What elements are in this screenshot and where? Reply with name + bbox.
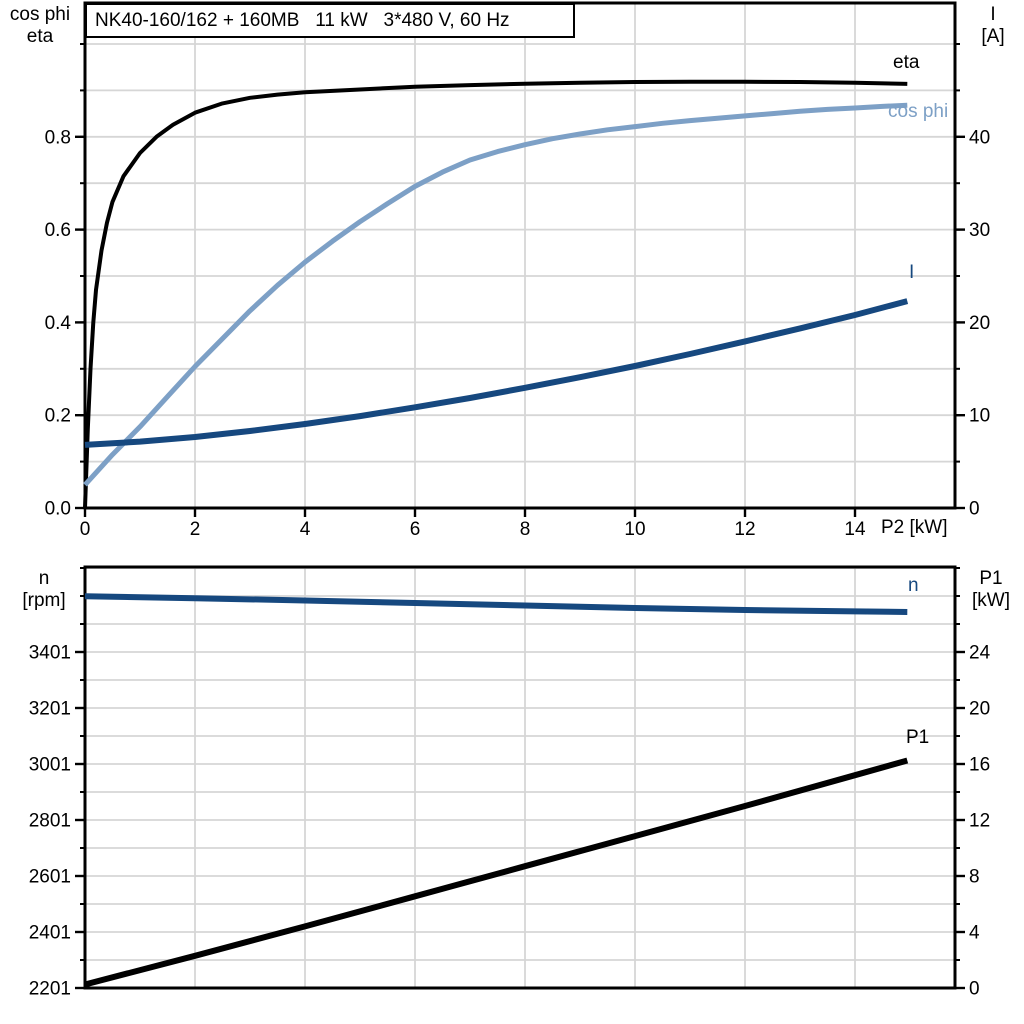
right-tick-label: 4 <box>969 923 980 944</box>
x-tick-label: 8 <box>520 519 531 540</box>
x-tick-label: 6 <box>410 519 421 540</box>
left-tick-label: 3201 <box>29 699 71 720</box>
curve-cos-phi <box>83 102 908 487</box>
cos-phi-axis-label: cos phi <box>9 4 71 25</box>
i-curve-label: I <box>909 262 915 283</box>
current-unit-label: [A] <box>981 26 1005 47</box>
x-tick-label: 12 <box>734 519 755 540</box>
right-tick-label: 24 <box>969 643 991 664</box>
right-tick-label: 16 <box>969 755 990 776</box>
left-tick-label: 0.8 <box>45 127 71 148</box>
right-tick-label: 8 <box>969 867 980 888</box>
curve-p1 <box>84 757 909 988</box>
x-axis-title: P2 [kW] <box>881 517 948 538</box>
left-tick-label: 0.4 <box>45 313 72 334</box>
top-right-axis-title: I [A] <box>964 4 1022 48</box>
p1-curve-label: P1 <box>906 727 930 748</box>
p1-unit-label: [kW] <box>972 590 1010 611</box>
chart-title-box: NK40-160/162 + 160MB 11 kW 3*480 V, 60 H… <box>85 3 575 38</box>
x-tick-label: 0 <box>80 519 91 540</box>
x-tick-label: 2 <box>190 519 201 540</box>
eta-curve-label: eta <box>893 52 920 73</box>
curve-eta <box>83 79 908 509</box>
current-axis-label: I <box>990 4 996 25</box>
x-tick-label: 14 <box>844 519 866 540</box>
curve-n <box>84 593 908 615</box>
bottom-plot-frame <box>83 565 957 990</box>
left-tick-label: 0.6 <box>45 220 71 241</box>
p1-axis-label: P1 <box>979 568 1003 589</box>
left-tick-label: 2601 <box>29 867 71 888</box>
bottom-left-axis-title: n [rpm] <box>6 568 82 612</box>
eta-axis-label: eta <box>26 26 54 47</box>
right-tick-label: 40 <box>969 127 990 148</box>
speed-axis-label: n <box>38 568 50 589</box>
speed-unit-label: [rpm] <box>22 590 66 611</box>
left-tick-label: 0.2 <box>45 406 71 427</box>
left-tick-label: 2201 <box>29 979 71 1000</box>
x-tick-label: 10 <box>624 519 645 540</box>
right-tick-label: 0 <box>969 499 980 520</box>
right-tick-label: 30 <box>969 220 990 241</box>
right-tick-label: 0 <box>969 979 980 1000</box>
n-curve-label: n <box>908 575 919 596</box>
curve-i <box>84 298 909 448</box>
left-tick-label: 3401 <box>29 643 71 664</box>
right-tick-label: 20 <box>969 699 990 720</box>
bottom-right-axis-title: P1 [kW] <box>960 568 1022 612</box>
right-tick-label: 10 <box>969 406 990 427</box>
left-tick-label: 3001 <box>29 755 71 776</box>
cos-phi-curve-label: cos phi <box>888 101 949 122</box>
right-tick-label: 20 <box>969 313 990 334</box>
top-left-axis-title: cos phi eta <box>0 4 80 48</box>
x-tick-label: 4 <box>300 519 311 540</box>
chart-title: NK40-160/162 + 160MB 11 kW 3*480 V, 60 H… <box>95 9 510 31</box>
left-tick-label: 2801 <box>29 811 71 832</box>
left-tick-label: 2401 <box>29 923 71 944</box>
left-tick-label: 0.0 <box>45 499 71 520</box>
right-tick-label: 12 <box>969 811 990 832</box>
